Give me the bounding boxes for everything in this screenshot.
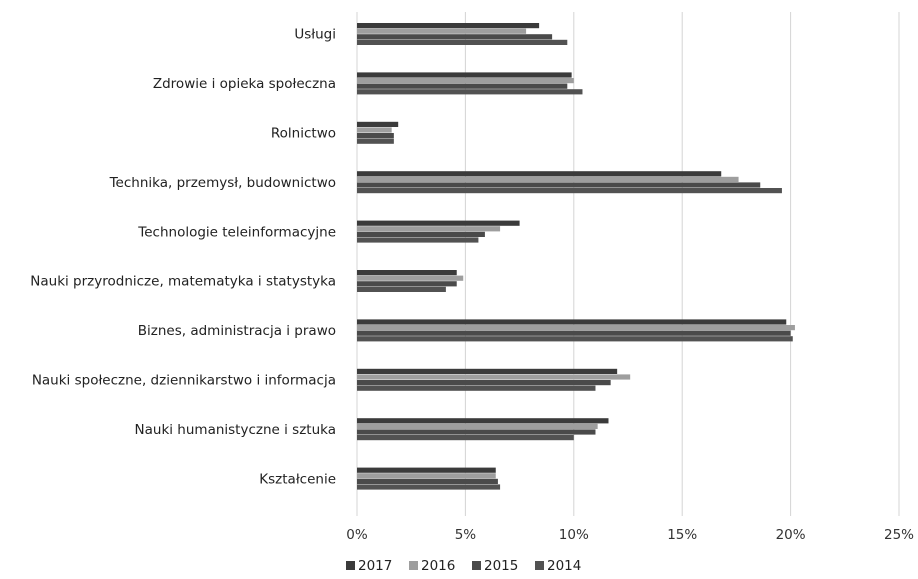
category-label-nauki-spoleczne-dziennikarstwo-i-informacja: Nauki społeczne, dziennikarstwo i inform… [32, 373, 336, 389]
bar-2015-nauki-humanistyczne-i-sztuka [357, 429, 596, 435]
category-label-nauki-przyrodnicze-matematyka-i-statystyka: Nauki przyrodnicze, matematyka i statyst… [30, 274, 336, 290]
bar-2015-zdrowie-i-opieka-spoleczna [357, 83, 568, 89]
bar-2017-nauki-spoleczne-dziennikarstwo-i-informacja [357, 368, 618, 374]
bar-2017-biznes-administracja-i-prawo [357, 319, 787, 325]
bar-2015-rolnictwo [357, 133, 394, 139]
bar-2015-nauki-przyrodnicze-matematyka-i-statystyka [357, 281, 457, 287]
x-tick-label: 15% [667, 527, 697, 543]
bar-2014-ksztalcenie [357, 484, 501, 490]
bar-2017-uslugi [357, 23, 540, 29]
legend-swatch-2015 [472, 561, 481, 570]
x-tick-label: 5% [455, 527, 477, 543]
bar-2017-technologie-teleinformacyjne [357, 220, 520, 226]
bar-2016-uslugi [357, 28, 527, 34]
legend-label-2014: 2014 [547, 558, 581, 574]
bar-2016-nauki-humanistyczne-i-sztuka [357, 423, 598, 429]
bar-2016-nauki-spoleczne-dziennikarstwo-i-informacja [357, 374, 631, 380]
category-label-technika-przemysl-budownictwo: Technika, przemysł, budownictwo [109, 175, 336, 191]
bar-2015-biznes-administracja-i-prawo [357, 330, 791, 336]
bar-2017-nauki-humanistyczne-i-sztuka [357, 418, 609, 424]
category-label-ksztalcenie: Kształcenie [259, 471, 336, 487]
bar-2014-biznes-administracja-i-prawo [357, 336, 793, 342]
category-label-technologie-teleinformacyjne: Technologie teleinformacyjne [137, 224, 336, 240]
x-tick-label: 20% [776, 527, 806, 543]
category-label-rolnictwo: Rolnictwo [271, 126, 336, 142]
bar-2017-rolnictwo [357, 121, 399, 127]
bar-2017-zdrowie-i-opieka-spoleczna [357, 72, 572, 78]
bar-2014-nauki-humanistyczne-i-sztuka [357, 435, 574, 441]
bar-2017-nauki-przyrodnicze-matematyka-i-statystyka [357, 270, 457, 276]
legend-swatch-2016 [409, 561, 418, 570]
bar-2014-nauki-przyrodnicze-matematyka-i-statystyka [357, 286, 446, 292]
bar-2015-uslugi [357, 34, 553, 40]
bars [357, 23, 795, 490]
legend-label-2015: 2015 [484, 558, 518, 574]
bar-2015-ksztalcenie [357, 478, 498, 484]
bar-2014-nauki-spoleczne-dziennikarstwo-i-informacja [357, 385, 596, 391]
x-tick-label: 0% [346, 527, 368, 543]
bar-2015-technika-przemysl-budownictwo [357, 182, 761, 188]
legend-swatch-2014 [535, 561, 544, 570]
bar-2016-ksztalcenie [357, 473, 496, 479]
bar-2014-uslugi [357, 39, 568, 45]
legend: 2017 2016 2015 2014 [346, 558, 581, 574]
bar-2016-biznes-administracja-i-prawo [357, 325, 795, 331]
bar-2016-nauki-przyrodnicze-matematyka-i-statystyka [357, 275, 464, 281]
bar-2017-technika-przemysl-budownictwo [357, 171, 722, 177]
category-label-nauki-humanistyczne-i-sztuka: Nauki humanistyczne i sztuka [135, 422, 336, 438]
x-tick-label: 25% [884, 527, 914, 543]
bar-2016-rolnictwo [357, 127, 392, 133]
legend-label-2017: 2017 [358, 558, 392, 574]
bar-2014-technika-przemysl-budownictwo [357, 188, 782, 194]
bar-2016-technologie-teleinformacyjne [357, 226, 501, 232]
bar-2016-zdrowie-i-opieka-spoleczna [357, 78, 574, 84]
bar-2015-technologie-teleinformacyjne [357, 231, 485, 237]
bar-2015-nauki-spoleczne-dziennikarstwo-i-informacja [357, 380, 611, 386]
x-tick-labels: 0% 5% 10% 15% 20% 25% [346, 527, 914, 543]
legend-swatch-2017 [346, 561, 355, 570]
category-labels: Usługi Zdrowie i opieka społeczna Rolnictw… [30, 27, 336, 488]
bar-2014-rolnictwo [357, 138, 394, 144]
bar-2016-technika-przemysl-budownictwo [357, 176, 739, 182]
x-tick-label: 10% [559, 527, 589, 543]
legend-label-2016: 2016 [421, 558, 455, 574]
category-label-biznes-administracja-i-prawo: Biznes, administracja i prawo [138, 323, 336, 339]
bar-2014-technologie-teleinformacyjne [357, 237, 479, 243]
bar-2014-zdrowie-i-opieka-spoleczna [357, 89, 583, 95]
category-label-uslugi: Usługi [294, 27, 336, 43]
bar-2017-ksztalcenie [357, 467, 496, 473]
category-label-zdrowie-i-opieka-spoleczna: Zdrowie i opieka społeczna [153, 76, 336, 92]
